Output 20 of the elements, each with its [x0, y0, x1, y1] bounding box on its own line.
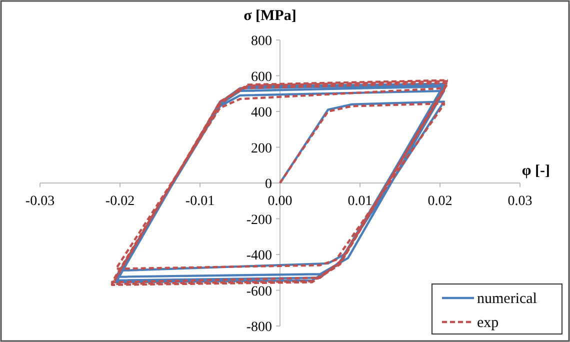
y-tick-label: -800 [246, 320, 272, 335]
x-tick-label: 0.01 [348, 194, 372, 209]
x-tick-label: 0.02 [428, 194, 452, 209]
x-tick-label: -0.02 [105, 194, 135, 209]
legend-label: numerical [477, 291, 537, 307]
y-tick-label: 600 [251, 70, 272, 85]
legend-label: exp [477, 315, 499, 331]
y-axis-title: σ [MPa] [244, 8, 296, 24]
x-tick-label: -0.01 [185, 194, 215, 209]
y-tick-label: 200 [251, 141, 272, 156]
y-tick-label: -400 [246, 248, 272, 264]
y-tick-label: 400 [251, 106, 272, 120]
x-tick-label: 0.00 [268, 194, 292, 209]
x-tick-label: 0.03 [508, 194, 532, 209]
y-tick-label: -200 [246, 212, 272, 228]
x-tick-label: -0.03 [25, 194, 55, 209]
y-tick-label: 800 [251, 34, 272, 49]
y-tick-label: 0 [265, 177, 272, 192]
x-axis-title: φ [-] [522, 163, 550, 179]
y-tick-label: -600 [246, 284, 272, 300]
